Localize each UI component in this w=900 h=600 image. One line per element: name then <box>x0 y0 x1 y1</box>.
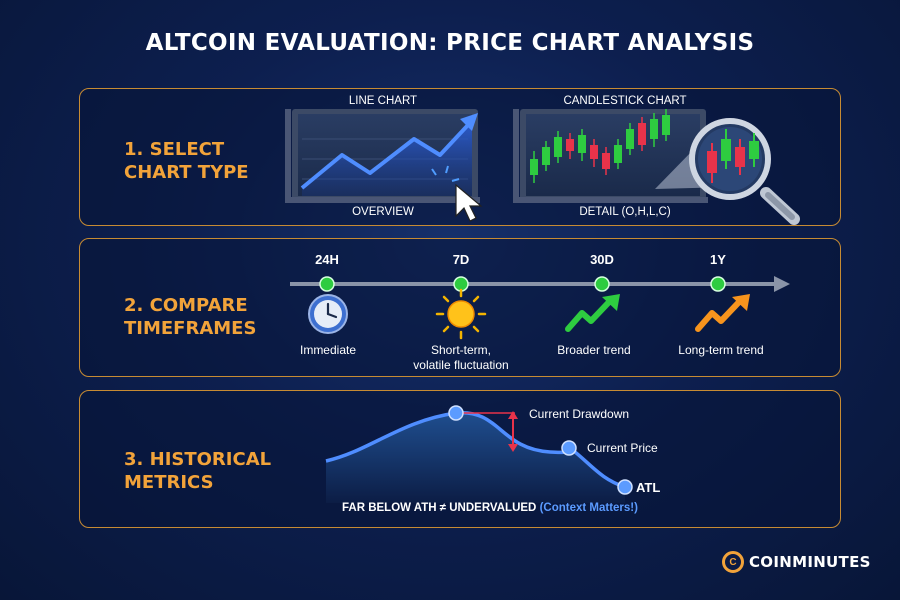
timeline <box>290 276 790 340</box>
line-chart-label: LINE CHART <box>348 95 418 107</box>
panel-select-chart-type: 1. SELECT CHART TYPE LINE CHART OVERVIEW… <box>79 88 841 226</box>
timeframe-desc-7d-line1: Short-term, <box>430 343 491 357</box>
current-price-point <box>561 440 577 456</box>
atl-label: ATL <box>636 480 661 495</box>
note-highlight: (Context Matters!) <box>539 502 638 514</box>
timeframe-label-1y[interactable]: 1Y <box>710 252 726 267</box>
section-title-line2: CHART TYPE <box>124 162 249 183</box>
line-chart-sublabel: OVERVIEW <box>352 206 414 218</box>
candle-body <box>578 135 586 153</box>
candle-body <box>662 115 670 135</box>
section-title-line1: 1. SELECT <box>124 139 225 160</box>
coin-logo-icon: C <box>722 551 744 573</box>
atl-point <box>617 479 633 495</box>
magnified-candle-body <box>707 151 717 173</box>
cursor-click-icon <box>431 165 483 222</box>
note-main: FAR BELOW ATH ≠ UNDERVALUED <box>342 502 537 514</box>
price-history-chart <box>325 405 633 503</box>
timeframe-desc-7d-line2: volatile fluctuation <box>413 358 509 372</box>
section-title: 1. SELECT CHART TYPE <box>124 138 249 184</box>
timeframe-desc-1y: Long-term trend <box>678 343 764 357</box>
candle-body <box>530 159 538 175</box>
current-price-label: Current Price <box>587 441 658 455</box>
candle-body <box>554 137 562 157</box>
candle-body <box>602 153 610 169</box>
candle-body <box>614 145 622 163</box>
timeframe-desc-24h: Immediate <box>299 343 357 357</box>
magnified-candle-body <box>749 141 759 159</box>
line-chart-screen[interactable] <box>285 109 480 203</box>
candle-body <box>566 139 574 151</box>
timeframe-label-24h[interactable]: 24H <box>315 252 339 267</box>
brand-name: COINMINUTES <box>749 553 871 571</box>
timeline-dot-30d <box>594 276 610 292</box>
brand-logo[interactable]: C COINMINUTES <box>722 551 871 573</box>
timeframe-desc-7d: Short-term, volatile fluctuation <box>386 343 536 373</box>
price-area <box>326 412 625 503</box>
section-title-line1: 2. COMPARE <box>124 295 248 316</box>
page-title: ALTCOIN EVALUATION: PRICE CHART ANALYSIS <box>145 30 755 56</box>
candlesticks <box>530 109 670 183</box>
timeframe-desc-30d: Broader trend <box>557 343 631 357</box>
timeframe-label-7d[interactable]: 7D <box>452 252 470 267</box>
section-title: 3. HISTORICAL METRICS <box>124 448 271 494</box>
section-title-line1: 3. HISTORICAL <box>124 449 272 470</box>
candle-body <box>590 145 598 159</box>
orange-trend-arrow-icon <box>695 294 750 332</box>
sun-icon <box>435 288 487 340</box>
price-line <box>325 411 626 489</box>
candle-body <box>638 123 646 145</box>
panel-compare-timeframes: 2. COMPARE TIMEFRAMES <box>79 238 841 377</box>
candlestick-chart-sublabel: DETAIL (O,H,L,C) <box>579 206 671 218</box>
candle-body <box>626 129 634 149</box>
chart-type-illustrations <box>285 109 800 225</box>
green-trend-arrow-icon <box>565 294 620 332</box>
section-title: 2. COMPARE TIMEFRAMES <box>124 294 256 340</box>
section-title-line2: TIMEFRAMES <box>124 318 257 339</box>
magnified-candle-body <box>721 139 731 161</box>
clock-icon <box>308 294 348 334</box>
ath-point <box>448 405 464 421</box>
magnified-candles <box>707 129 759 183</box>
candle-body <box>650 119 658 139</box>
candlestick-chart-screen[interactable] <box>513 109 708 203</box>
timeline-dot-1y <box>710 276 726 292</box>
candlestick-chart-label: CANDLESTICK CHART <box>563 95 687 107</box>
panel-historical-metrics: 3. HISTORICAL METRICS Current Drawdown C… <box>79 390 841 528</box>
current-drawdown-label: Current Drawdown <box>529 407 630 421</box>
magnified-candle-body <box>735 147 745 167</box>
timeline-dot-24h <box>319 276 335 292</box>
candle-body <box>542 147 550 165</box>
section-title-line2: METRICS <box>124 472 214 493</box>
timeframe-label-30d[interactable]: 30D <box>590 252 614 267</box>
context-note: FAR BELOW ATH ≠ UNDERVALUED (Context Mat… <box>342 502 742 514</box>
